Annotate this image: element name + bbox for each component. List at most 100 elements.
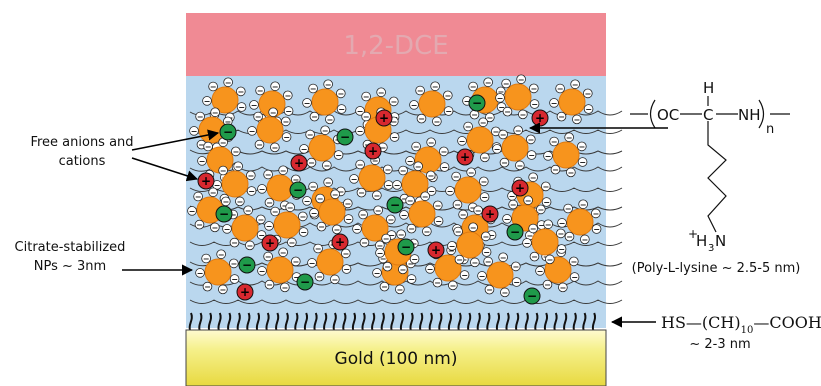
thiol-hs: HS—(CH)10—COOH (661, 313, 821, 336)
citrate-charge: − (527, 135, 534, 144)
citrate-charge: − (501, 159, 508, 168)
nanoparticle: −−−−−−− (195, 249, 240, 294)
nanoparticle: −−−−−−− (492, 125, 537, 170)
citrate-charge: − (289, 238, 296, 247)
citrate-charge: − (542, 182, 549, 191)
citrate-charge: − (299, 212, 306, 221)
citrate-charge: − (372, 156, 379, 165)
citrate-charge: − (383, 234, 390, 243)
free-ion-group: − −−−−−−−−−−+++ ++ +++ ++++ (197, 94, 549, 305)
citrate-charge: − (568, 168, 575, 177)
citrate-charge: − (304, 99, 311, 108)
svg-text:+: + (368, 144, 378, 158)
nanoparticle: −−−−−−− (247, 107, 292, 152)
citrate-charge: − (230, 259, 237, 268)
citrate-charge: − (531, 253, 538, 262)
nanoparticle: −−−−−−− (477, 252, 522, 297)
thiol-molecule (524, 312, 529, 331)
citrate-charge: − (257, 215, 264, 224)
citrate-charge: − (272, 207, 279, 216)
citrate-charge: − (338, 105, 345, 114)
citrate-charge: − (558, 113, 565, 122)
thiol-molecule (380, 312, 385, 331)
citrate-charge: − (407, 196, 414, 205)
citrate-charge: − (316, 273, 323, 282)
thiol-molecule (351, 312, 357, 331)
thiol-molecule (534, 312, 539, 331)
citrate-charge: − (363, 92, 370, 101)
svg-text:−: − (510, 225, 520, 239)
citrate-charge: − (292, 257, 299, 266)
citrate-charge: − (582, 235, 589, 244)
thiol-molecule (591, 312, 597, 331)
svg-text:+: + (201, 174, 211, 188)
thiol-molecule (313, 312, 318, 331)
citrate-charge: − (427, 265, 434, 274)
citrate-charge: − (557, 229, 564, 238)
citrate-charge: − (440, 147, 447, 156)
citrate-charge: − (427, 171, 434, 180)
citrate-charge: − (390, 117, 397, 126)
citrate-charge: − (214, 181, 221, 190)
citrate-charge: − (375, 206, 382, 215)
citrate-charge: − (470, 203, 477, 212)
citrate-charge: − (460, 210, 467, 219)
citrate-charge: − (503, 79, 510, 88)
citrate-charge: − (544, 281, 551, 290)
citrate-charge: − (547, 255, 554, 264)
svg-text:+: + (240, 285, 250, 299)
nanoparticle: −−−−−−− (409, 81, 454, 126)
citrate-charge: − (531, 100, 538, 109)
citrate-charge: − (335, 151, 342, 160)
citrate-charge: − (337, 187, 344, 196)
citrate-charge: − (357, 107, 364, 116)
citrate-charge: − (449, 242, 456, 251)
nanoparticle: −−−−−−− (352, 205, 397, 250)
gold-label: Gold (100 nm) (335, 349, 458, 369)
thiol-molecule (370, 312, 376, 331)
citrate-charge: − (351, 175, 358, 184)
citrate-charge: − (411, 255, 418, 264)
citrate-charge: − (580, 200, 587, 209)
citrate-charge: − (565, 204, 572, 213)
citrate-charge: − (574, 115, 581, 124)
citrate-charge: − (492, 127, 499, 136)
anion: − (336, 128, 354, 146)
citrate-charge: − (572, 80, 579, 89)
thiol-molecule (466, 312, 472, 331)
citrate-charge: − (391, 133, 398, 142)
citrate-charge: − (360, 210, 367, 219)
citrate-charge: − (344, 199, 351, 208)
cation: + (481, 205, 499, 223)
thiol-molecule (332, 312, 337, 331)
citrate-charge: − (517, 161, 524, 170)
citrate-charge: − (545, 220, 552, 229)
citrate-charge: − (210, 82, 217, 91)
thiol-molecule (303, 312, 309, 331)
svg-text:+: + (335, 235, 345, 249)
citrate-charge: − (485, 78, 492, 87)
citrate-charge: − (280, 248, 287, 257)
thiol-molecule (226, 312, 232, 331)
citrate-charge: − (205, 142, 212, 151)
polymer-chain (189, 149, 623, 155)
citrate-charge: − (230, 210, 237, 219)
citrate-charge: − (390, 97, 397, 106)
citrate-charge: − (566, 133, 573, 142)
citrate-charge: − (400, 265, 407, 274)
citrate-charge: − (525, 196, 532, 205)
svg-text:−: − (219, 207, 229, 221)
citrate-charge: − (283, 133, 290, 142)
nps-label-line1: Citrate-stabilized (15, 240, 126, 255)
citrate-charge: − (232, 147, 239, 156)
citrate-charge: − (497, 94, 504, 103)
citrate-charge: − (203, 254, 210, 263)
citrate-charge: − (434, 117, 441, 126)
citrate-charge: − (461, 271, 468, 280)
citrate-charge: − (422, 192, 429, 201)
citrate-charge: − (509, 192, 516, 201)
citrate-charge: − (272, 82, 279, 91)
gold-layer (185, 329, 607, 386)
citrate-charge: − (255, 112, 262, 121)
